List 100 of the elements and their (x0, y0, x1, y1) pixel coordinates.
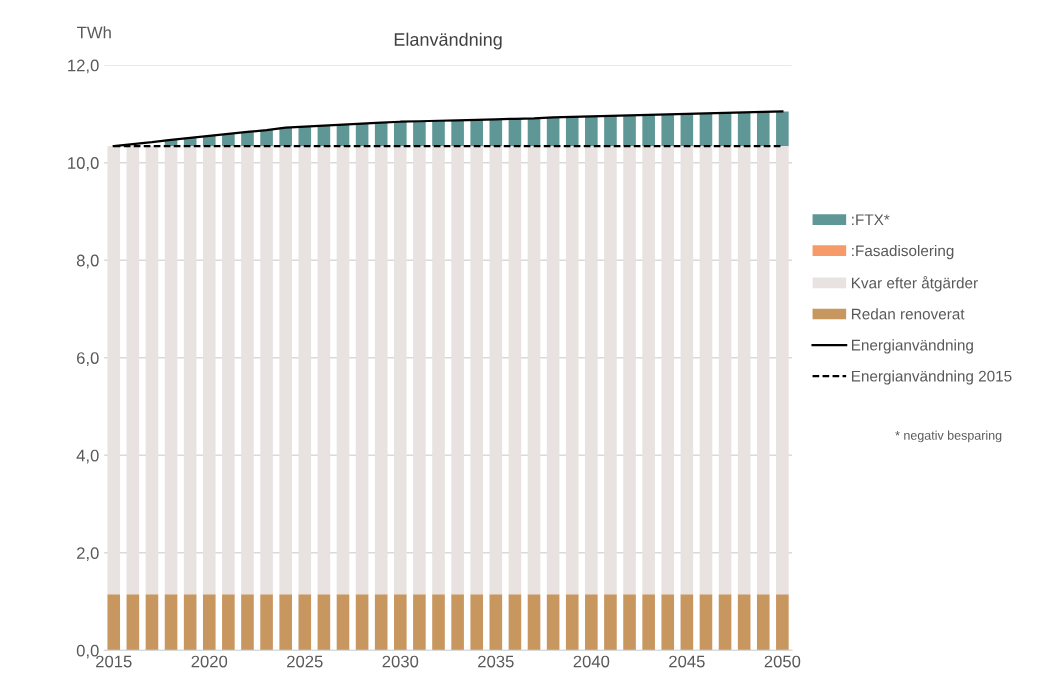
bar (374, 594, 388, 651)
bar (699, 594, 713, 651)
bar (470, 594, 484, 651)
bar (241, 594, 254, 651)
bar (585, 116, 598, 147)
bar (699, 113, 713, 147)
chart-title: Elanvändning (394, 32, 502, 50)
bar (183, 146, 197, 595)
bar (260, 146, 273, 595)
bar (451, 146, 464, 595)
bar (642, 146, 655, 595)
bar (374, 122, 388, 147)
bar (260, 594, 273, 651)
x-tick-label: 2020 (191, 655, 228, 668)
bar (241, 146, 254, 595)
bar (623, 115, 636, 147)
x-tick-label: 2025 (287, 655, 323, 668)
bar (394, 146, 407, 595)
y-tick-label: 8,0 (76, 254, 99, 269)
bar (145, 146, 159, 595)
bar (260, 130, 273, 147)
y-tick-label: 4,0 (76, 449, 99, 464)
bar (604, 594, 617, 651)
bar (126, 594, 140, 651)
y-tick-label: 12,0 (68, 59, 99, 74)
bar (470, 119, 484, 147)
bar (222, 146, 235, 595)
bar (107, 146, 121, 595)
bar (298, 146, 312, 595)
bar (432, 594, 445, 651)
bar (623, 594, 636, 651)
y-tick-label: 2,0 (77, 547, 99, 561)
bar (699, 146, 713, 595)
bar (508, 594, 522, 651)
bar (565, 146, 579, 595)
bar (336, 146, 350, 595)
bar (642, 114, 655, 147)
bar (298, 594, 312, 651)
bar (623, 146, 636, 595)
bar (642, 594, 655, 651)
bar (661, 114, 675, 147)
bar (355, 146, 369, 595)
bar (508, 146, 522, 595)
bar (737, 146, 751, 595)
bar (546, 594, 560, 651)
bar (527, 594, 541, 651)
bar (756, 111, 770, 147)
x-tick-label: 2040 (573, 655, 610, 668)
bar (604, 146, 617, 595)
legend-label: Energianvändning 2015 (851, 370, 1012, 385)
bar (661, 594, 675, 651)
bar (756, 146, 770, 595)
bar (413, 594, 426, 651)
bar (107, 594, 121, 651)
y-tick-label: 6,0 (77, 352, 99, 366)
bar (355, 594, 369, 651)
bar (604, 115, 617, 147)
bar (413, 121, 426, 147)
legend-label: Kvar efter åtgärder (851, 275, 978, 292)
bar (661, 146, 675, 595)
x-tick-label: 2045 (669, 655, 705, 668)
bar (394, 594, 407, 651)
legend-label: Redan renoverat (851, 308, 965, 320)
bar (718, 112, 732, 147)
bar (451, 120, 464, 147)
bar (776, 594, 789, 651)
bar (394, 121, 407, 147)
bar (336, 594, 350, 651)
bar (776, 146, 789, 595)
bar (737, 594, 751, 651)
y-tick-label: 10,0 (68, 157, 99, 171)
bar (680, 113, 694, 147)
bar (451, 594, 464, 651)
bar (279, 146, 292, 595)
bar (374, 146, 388, 595)
bar (279, 594, 292, 651)
bar (413, 146, 426, 595)
bar (164, 594, 178, 651)
bar (680, 594, 694, 651)
bar (489, 594, 503, 651)
bar (470, 146, 484, 595)
bar (565, 116, 579, 147)
bar (546, 146, 560, 595)
bar (317, 594, 331, 651)
bar (145, 594, 159, 651)
legend-label: Energianvändning (851, 339, 973, 354)
bar (565, 594, 579, 651)
bar (527, 146, 541, 595)
bar (298, 126, 312, 147)
bar (279, 127, 292, 147)
bar (222, 594, 235, 651)
text: * negativ besparing (895, 430, 1002, 443)
x-tick-label: 2035 (478, 655, 514, 668)
bar (202, 146, 216, 595)
legend-label: :FTX* (852, 214, 890, 225)
bar (776, 111, 789, 147)
bar (183, 594, 197, 651)
bar (432, 146, 445, 595)
bar (718, 146, 732, 595)
bar (585, 146, 598, 595)
